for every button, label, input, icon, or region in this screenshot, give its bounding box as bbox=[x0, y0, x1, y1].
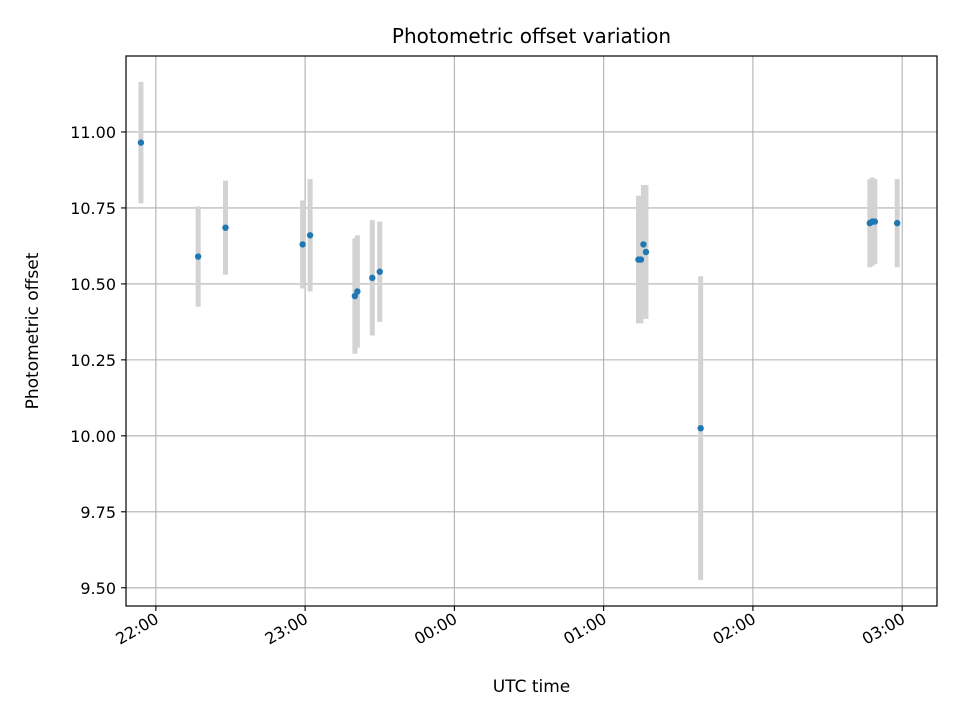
x-tick-label: 00:00 bbox=[411, 609, 460, 649]
y-tick-label: 9.75 bbox=[80, 503, 116, 522]
error-bars bbox=[138, 81, 900, 581]
data-point bbox=[306, 232, 314, 239]
chart-title: Photometric offset variation bbox=[392, 24, 671, 48]
y-tick-label: 11.00 bbox=[70, 123, 116, 142]
y-tick-label: 10.50 bbox=[70, 275, 116, 294]
data-point bbox=[369, 274, 376, 282]
data-point bbox=[893, 219, 901, 227]
x-axis-label: UTC time bbox=[493, 677, 571, 697]
y-axis-label: Photometric offset bbox=[23, 252, 43, 409]
y-tick-label: 10.75 bbox=[70, 199, 116, 218]
y-tick-label: 9.50 bbox=[80, 579, 116, 598]
y-tick-label: 10.25 bbox=[70, 351, 116, 370]
data-point bbox=[871, 218, 879, 225]
data-point bbox=[637, 256, 645, 263]
x-tick-label: 01:00 bbox=[560, 609, 609, 649]
x-tick-label: 23:00 bbox=[262, 609, 311, 649]
data-point bbox=[640, 241, 647, 248]
data-points bbox=[137, 139, 901, 432]
data-point bbox=[299, 241, 306, 248]
data-point bbox=[137, 139, 145, 146]
x-tick-label: 03:00 bbox=[859, 609, 908, 649]
data-point bbox=[376, 268, 383, 275]
data-point bbox=[194, 253, 202, 260]
y-tick-label: 10.00 bbox=[70, 427, 116, 446]
plot-area bbox=[125, 55, 938, 607]
data-point bbox=[697, 425, 704, 432]
grid bbox=[126, 56, 937, 606]
x-tick-label: 02:00 bbox=[709, 609, 758, 649]
data-point bbox=[222, 224, 229, 231]
data-point bbox=[354, 288, 361, 295]
axes: 9.50 9.75 10.00 10.25 10.50 10.75 11.00 22:00 23… bbox=[70, 123, 908, 649]
x-tick-label: 22:00 bbox=[112, 609, 161, 649]
data-point bbox=[642, 248, 650, 256]
